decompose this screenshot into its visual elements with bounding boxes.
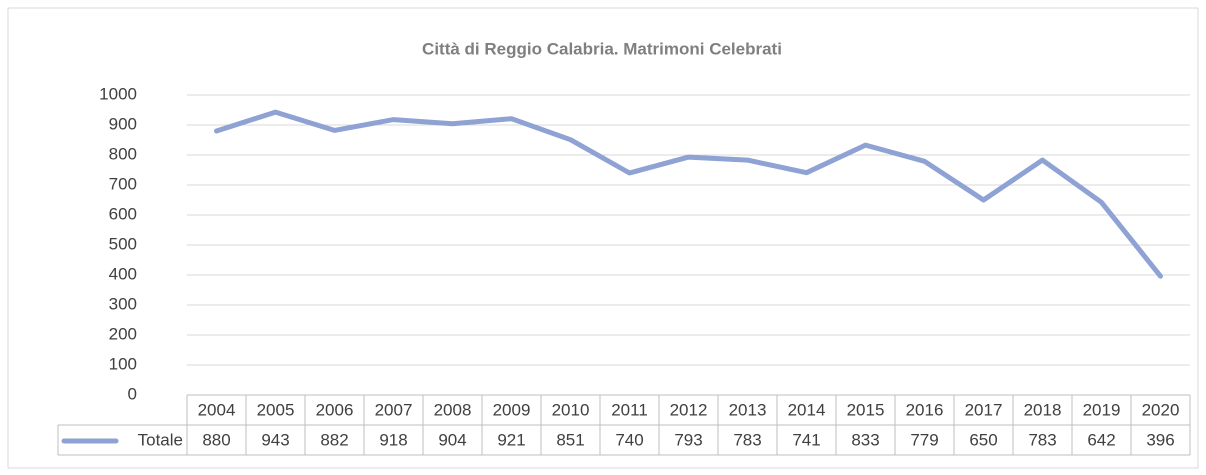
y-tick-label: 900 — [109, 114, 137, 133]
table-value: 396 — [1146, 430, 1174, 449]
table-value: 833 — [851, 430, 879, 449]
table-value: 793 — [674, 430, 702, 449]
y-tick-label: 700 — [109, 174, 137, 193]
x-tick-label: 2012 — [670, 400, 708, 419]
x-tick-label: 2019 — [1083, 400, 1121, 419]
x-tick-label: 2015 — [847, 400, 885, 419]
table-value: 650 — [969, 430, 997, 449]
data-line — [214, 109, 1163, 279]
table-value: 882 — [320, 430, 348, 449]
x-tick-label: 2004 — [198, 400, 236, 419]
x-tick-label: 2008 — [434, 400, 472, 419]
table-value: 642 — [1087, 430, 1115, 449]
table-value: 741 — [792, 430, 820, 449]
x-tick-label: 2018 — [1024, 400, 1062, 419]
y-tick-label: 400 — [109, 264, 137, 283]
chart-title: Città di Reggio Calabria. Matrimoni Cele… — [422, 39, 782, 58]
x-tick-label: 2007 — [375, 400, 413, 419]
x-tick-label: 2005 — [257, 400, 295, 419]
x-tick-label: 2017 — [965, 400, 1003, 419]
legend-label: Totale — [138, 430, 183, 449]
table-value: 904 — [438, 430, 466, 449]
y-tick-label: 500 — [109, 234, 137, 253]
x-tick-label: 2009 — [493, 400, 531, 419]
x-tick-label: 2006 — [316, 400, 354, 419]
y-tick-label: 200 — [109, 324, 137, 343]
y-tick-label: 800 — [109, 144, 137, 163]
chart-border — [7, 7, 1199, 469]
y-tick-label: 0 — [128, 384, 137, 403]
x-tick-label: 2016 — [906, 400, 944, 419]
x-tick-label: 2011 — [611, 400, 648, 419]
x-tick-label: 2013 — [729, 400, 767, 419]
table-value: 943 — [261, 430, 289, 449]
table-value: 921 — [497, 430, 525, 449]
table-value: 783 — [733, 430, 761, 449]
y-tick-label: 100 — [109, 354, 137, 373]
table-value: 779 — [910, 430, 938, 449]
y-tick-label: 1000 — [99, 84, 137, 103]
y-tick-label: 300 — [109, 294, 137, 313]
table-value: 918 — [379, 430, 407, 449]
table-value: 851 — [556, 430, 584, 449]
table-value: 880 — [202, 430, 230, 449]
x-tick-label: 2010 — [552, 400, 590, 419]
table-value: 783 — [1028, 430, 1056, 449]
table-value: 740 — [615, 430, 643, 449]
x-tick-label: 2020 — [1142, 400, 1180, 419]
x-tick-label: 2014 — [788, 400, 826, 419]
y-tick-label: 600 — [109, 204, 137, 223]
